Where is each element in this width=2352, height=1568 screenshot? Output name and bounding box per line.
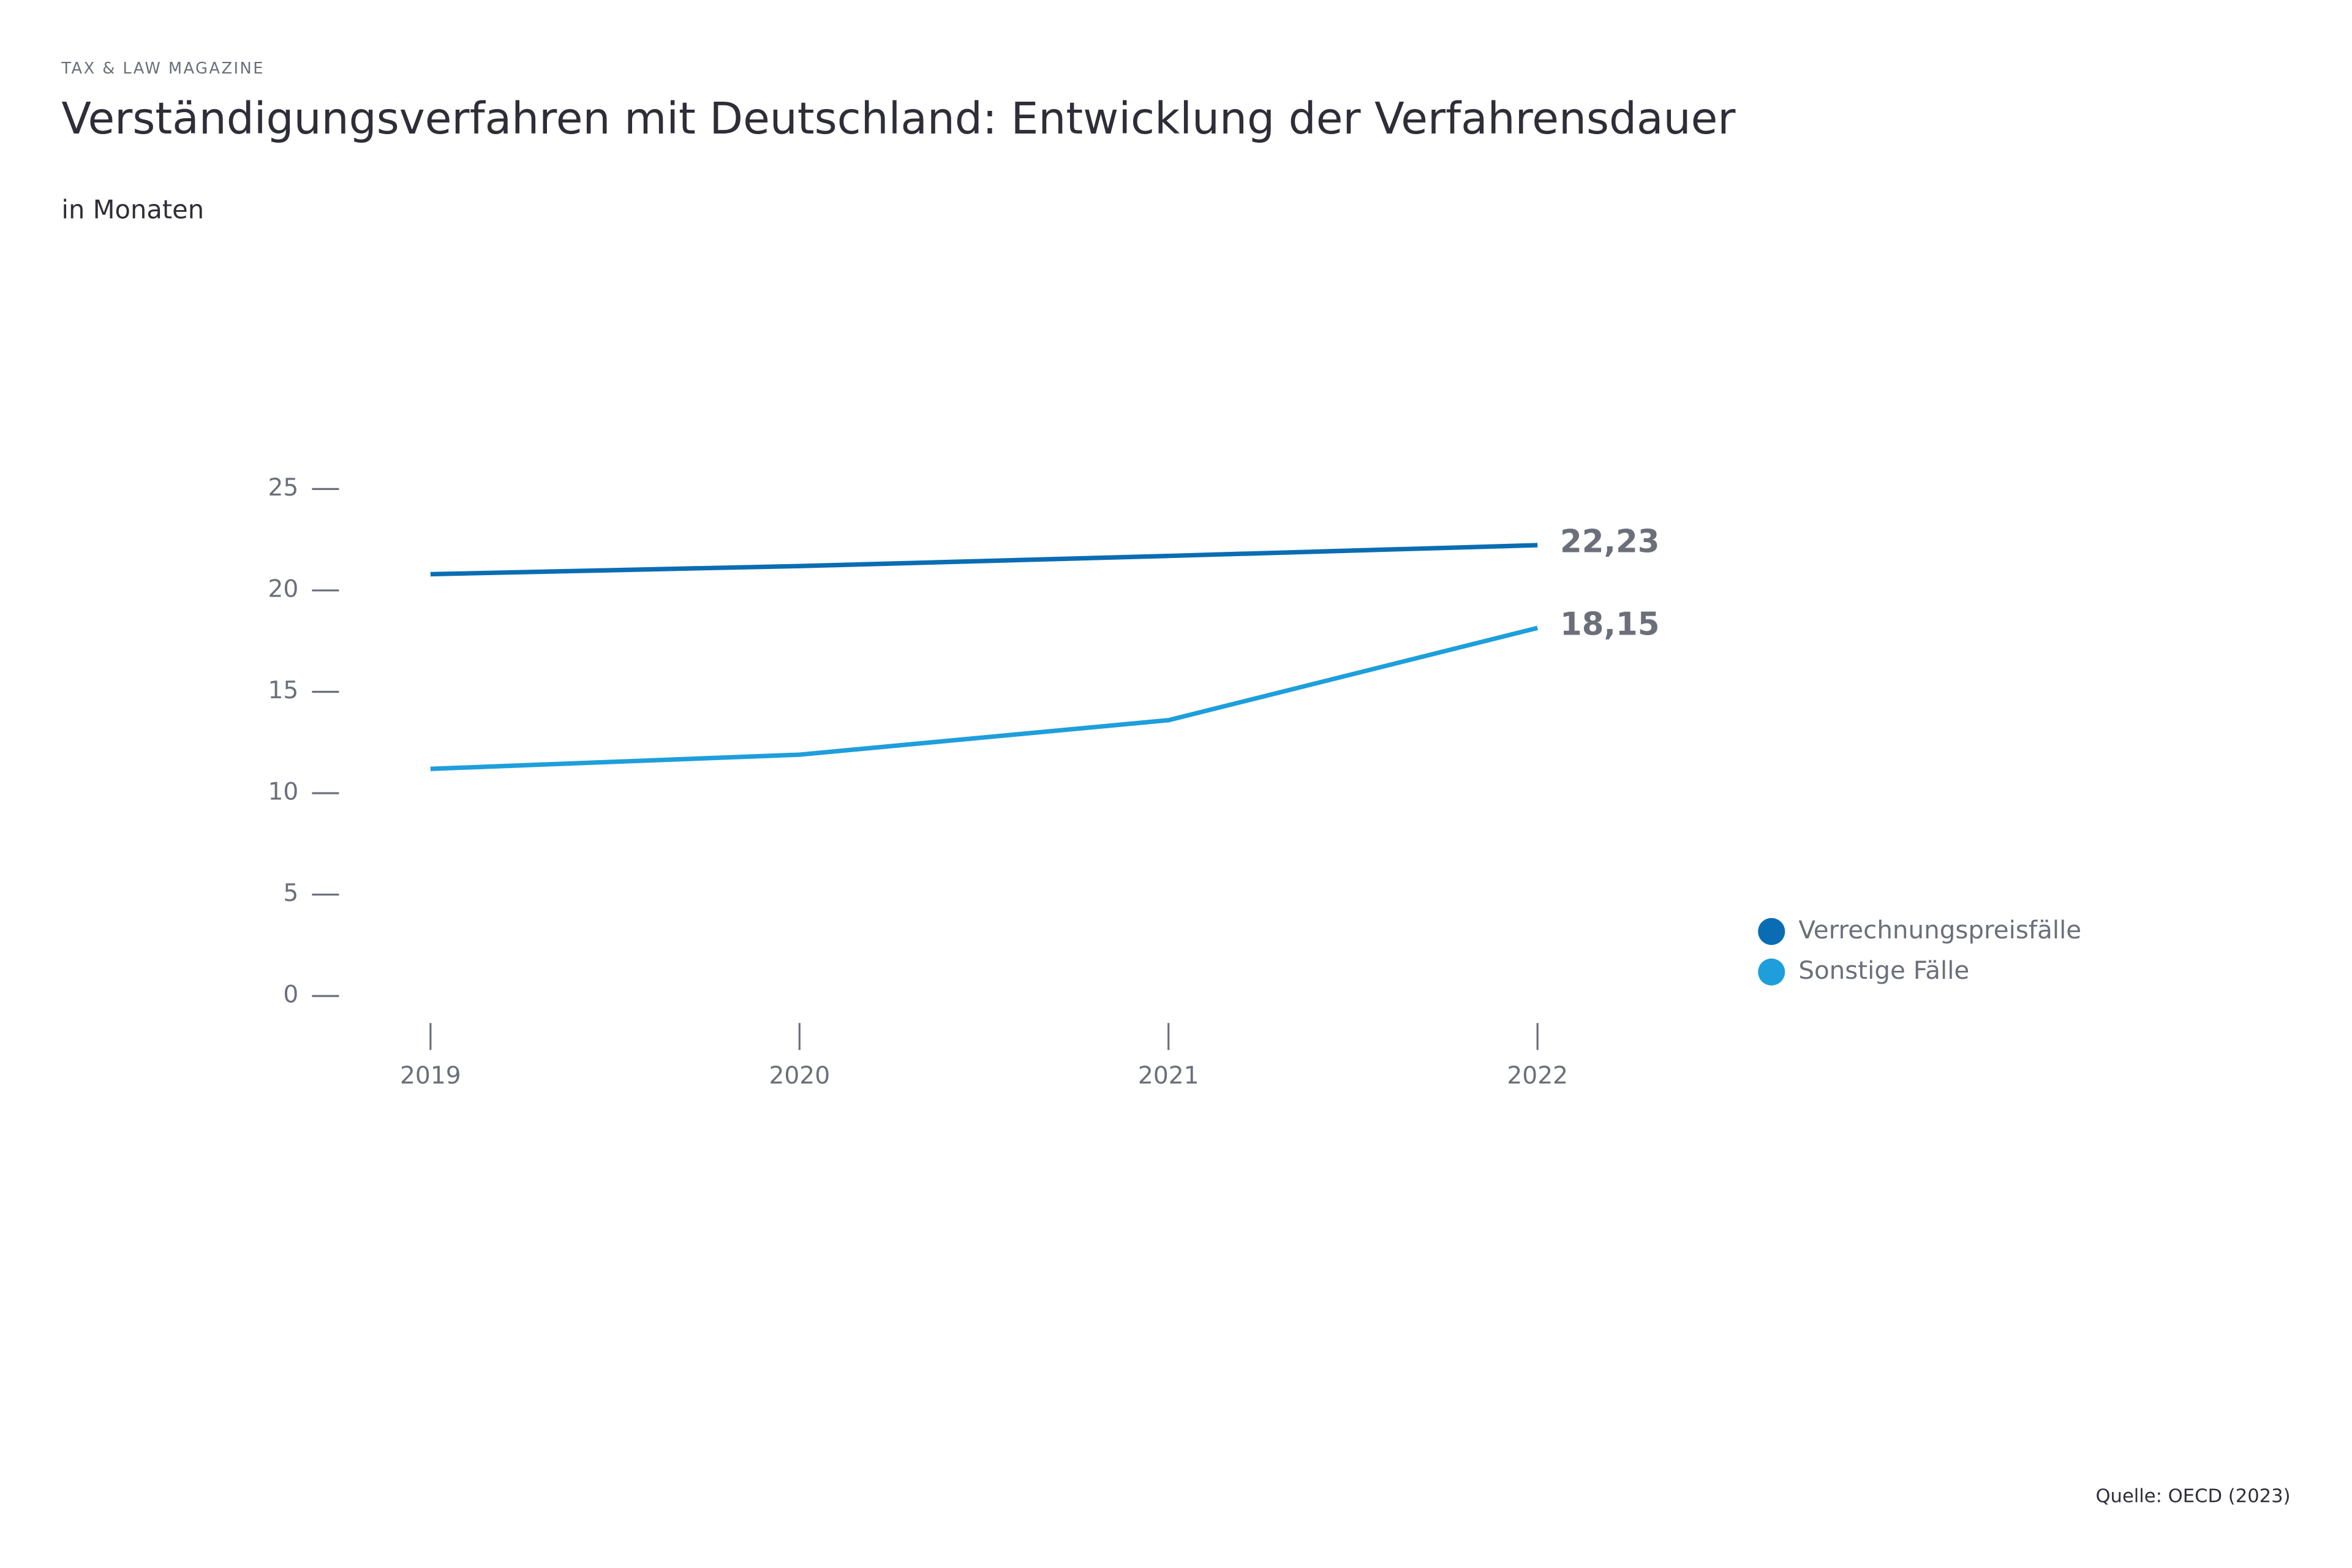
x-tick-label: 2021 xyxy=(1138,1062,1199,1090)
source: Quelle: OECD (2023) xyxy=(2095,1486,2290,1507)
legend-swatch xyxy=(1758,918,1785,945)
y-tick-label: 10 xyxy=(268,778,298,806)
chart-title: Verständigungsverfahren mit Deutschland:… xyxy=(61,93,1736,144)
y-tick-label: 20 xyxy=(268,575,298,603)
y-tick-label: 0 xyxy=(283,981,298,1009)
value-label: 22,23 xyxy=(1560,524,1660,560)
legend-swatch xyxy=(1758,958,1785,986)
line xyxy=(430,625,1539,771)
y-tick-label: 5 xyxy=(283,880,298,907)
subtitle: in Monaten xyxy=(61,194,204,224)
y-tick-label: 15 xyxy=(268,677,298,704)
x-tick-label: 2019 xyxy=(400,1062,461,1090)
line xyxy=(430,543,1538,577)
x-tick-label: 2020 xyxy=(769,1062,830,1090)
y-tick-label: 25 xyxy=(268,474,298,502)
value-label: 18,15 xyxy=(1560,606,1660,643)
legend-label: Sonstige Fälle xyxy=(1798,956,1969,985)
legend-label: Verrechnungspreisfälle xyxy=(1798,915,2081,944)
header: TAX & LAW MAGAZINE xyxy=(61,59,264,78)
x-tick-label: 2022 xyxy=(1507,1062,1568,1090)
